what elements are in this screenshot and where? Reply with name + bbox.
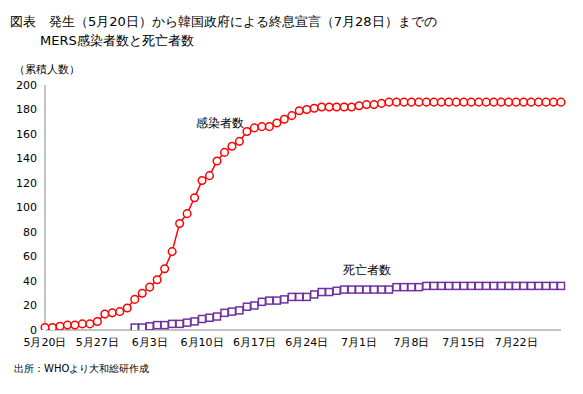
html-text:MERS感染者数と死亡者数: MERS感染者数と死亡者数 bbox=[40, 33, 194, 48]
svg-text:5月27日: 5月27日 bbox=[76, 336, 119, 349]
svg-text:180: 180 bbox=[16, 103, 37, 116]
svg-text:20: 20 bbox=[23, 299, 37, 312]
svg-text:160: 160 bbox=[16, 128, 37, 141]
svg-text:80: 80 bbox=[23, 226, 37, 239]
svg-text:120: 120 bbox=[16, 177, 37, 190]
svg-text:0: 0 bbox=[30, 324, 37, 337]
svg-text:7月1日: 7月1日 bbox=[341, 336, 377, 349]
svg-text:6月10日: 6月10日 bbox=[181, 336, 224, 349]
svg-text:7月15日: 7月15日 bbox=[442, 336, 485, 349]
svg-text:200: 200 bbox=[16, 79, 37, 92]
svg-text:7月8日: 7月8日 bbox=[393, 336, 429, 349]
svg-text:100: 100 bbox=[16, 201, 37, 214]
svg-text:6月24日: 6月24日 bbox=[285, 336, 328, 349]
svg-text:5月20日: 5月20日 bbox=[24, 336, 67, 349]
svg-text:7月22日: 7月22日 bbox=[495, 336, 538, 349]
svg-text:6月17日: 6月17日 bbox=[233, 336, 276, 349]
html-text:（累積人数）: （累積人数） bbox=[14, 63, 80, 76]
svg-text:6月3日: 6月3日 bbox=[132, 336, 168, 349]
html-text:感染者数: 感染者数 bbox=[196, 116, 244, 130]
svg-text:60: 60 bbox=[23, 250, 37, 263]
html-text:出所：WHOより大和総研作成: 出所：WHOより大和総研作成 bbox=[14, 363, 150, 374]
html-text:死亡者数: 死亡者数 bbox=[343, 263, 391, 277]
svg-text:140: 140 bbox=[16, 152, 37, 165]
svg-text:40: 40 bbox=[23, 275, 37, 288]
html-text:図表 発生（5月20日）から韓国政府による終息宣言（7月28: 図表 発生（5月20日）から韓国政府による終息宣言（7月28日）までの bbox=[10, 14, 437, 29]
